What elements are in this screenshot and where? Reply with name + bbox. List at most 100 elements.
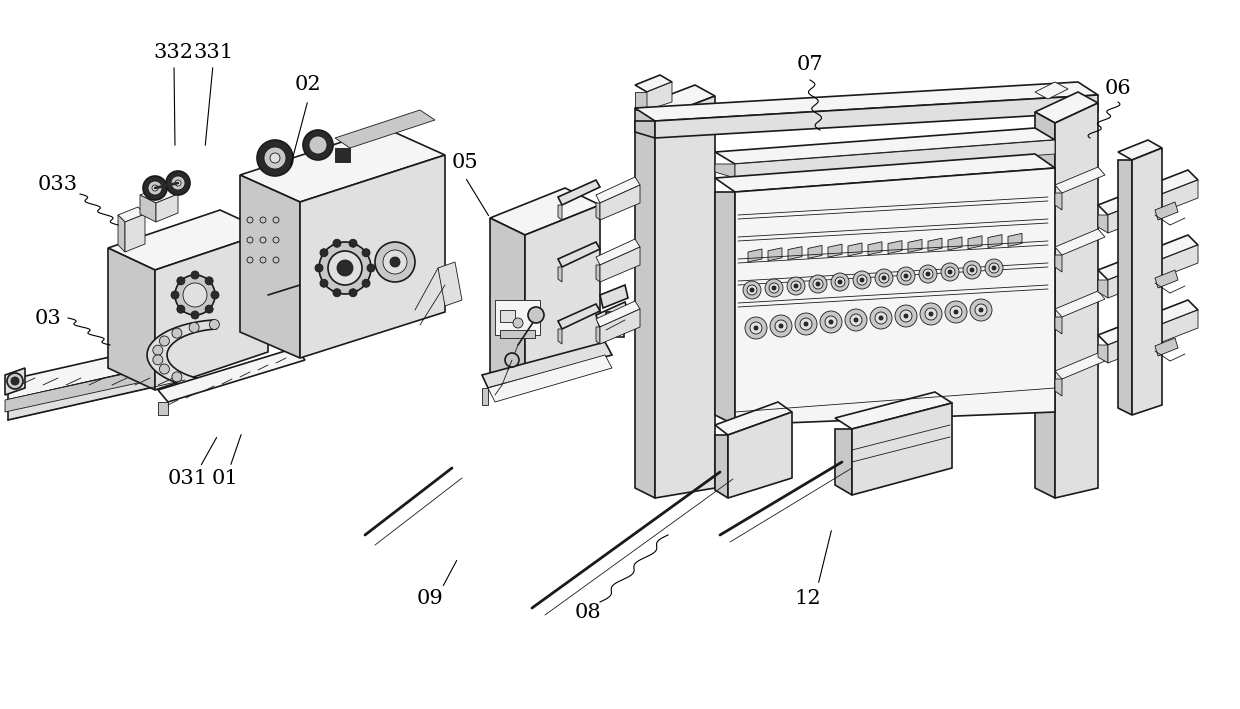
Polygon shape (1109, 310, 1198, 363)
Circle shape (820, 311, 842, 333)
Polygon shape (118, 207, 145, 222)
Polygon shape (715, 435, 728, 498)
Bar (606, 312, 624, 337)
Circle shape (857, 275, 867, 285)
Circle shape (746, 285, 756, 295)
Circle shape (320, 279, 327, 287)
Circle shape (990, 263, 999, 273)
Polygon shape (787, 247, 802, 259)
Circle shape (11, 377, 19, 385)
Circle shape (770, 315, 792, 337)
Circle shape (967, 265, 977, 275)
Polygon shape (157, 348, 305, 402)
Circle shape (765, 279, 782, 297)
Circle shape (854, 318, 858, 322)
Circle shape (348, 239, 357, 247)
Circle shape (160, 336, 170, 346)
Circle shape (148, 181, 162, 195)
Circle shape (813, 279, 823, 289)
Polygon shape (635, 121, 655, 138)
Circle shape (750, 288, 754, 292)
Polygon shape (715, 154, 1055, 192)
Polygon shape (600, 309, 640, 344)
Polygon shape (600, 185, 640, 220)
Circle shape (210, 320, 219, 330)
Polygon shape (735, 140, 1055, 178)
Circle shape (166, 171, 190, 195)
Circle shape (800, 318, 812, 330)
Polygon shape (1132, 148, 1162, 415)
Polygon shape (108, 248, 155, 390)
Circle shape (875, 312, 887, 324)
Circle shape (257, 140, 293, 176)
Circle shape (153, 354, 162, 365)
Polygon shape (728, 412, 792, 498)
Circle shape (211, 291, 219, 299)
Circle shape (334, 239, 341, 247)
Circle shape (879, 316, 883, 320)
Circle shape (362, 279, 370, 287)
Text: 07: 07 (796, 55, 823, 74)
Circle shape (315, 264, 322, 272)
Polygon shape (1055, 255, 1061, 272)
Polygon shape (1097, 345, 1109, 363)
Polygon shape (988, 235, 1002, 247)
Circle shape (175, 275, 215, 315)
Circle shape (808, 275, 827, 293)
Polygon shape (1035, 112, 1055, 498)
Polygon shape (5, 360, 188, 412)
Circle shape (838, 280, 842, 284)
Polygon shape (300, 155, 445, 358)
Polygon shape (715, 192, 735, 425)
Circle shape (795, 313, 817, 335)
Circle shape (247, 257, 253, 263)
Polygon shape (118, 215, 125, 252)
Polygon shape (715, 402, 792, 435)
Polygon shape (148, 320, 216, 386)
Polygon shape (1008, 233, 1022, 247)
Polygon shape (868, 242, 882, 255)
Polygon shape (949, 237, 962, 250)
Polygon shape (1055, 229, 1105, 255)
Polygon shape (1055, 103, 1097, 498)
Circle shape (205, 305, 213, 313)
Circle shape (900, 310, 911, 322)
Circle shape (825, 316, 837, 328)
Polygon shape (1118, 160, 1132, 415)
Text: 332: 332 (153, 43, 193, 62)
Circle shape (897, 267, 915, 285)
Circle shape (875, 269, 893, 287)
Circle shape (929, 312, 932, 316)
Circle shape (963, 261, 981, 279)
Polygon shape (635, 108, 655, 498)
Polygon shape (1097, 170, 1198, 215)
Polygon shape (1154, 338, 1178, 356)
Polygon shape (1035, 82, 1068, 99)
Circle shape (505, 353, 520, 367)
Circle shape (804, 322, 808, 326)
Circle shape (882, 276, 887, 280)
Circle shape (153, 185, 157, 191)
Circle shape (941, 263, 959, 281)
Circle shape (895, 305, 918, 327)
Circle shape (970, 268, 973, 272)
Polygon shape (835, 429, 852, 495)
Polygon shape (852, 403, 952, 495)
Circle shape (320, 249, 327, 257)
Polygon shape (768, 248, 782, 261)
Circle shape (143, 176, 167, 200)
Polygon shape (596, 327, 600, 344)
Polygon shape (558, 242, 600, 267)
Text: 03: 03 (35, 308, 61, 328)
Circle shape (754, 326, 758, 330)
Circle shape (794, 284, 799, 288)
Circle shape (273, 217, 279, 223)
Polygon shape (335, 110, 435, 148)
Circle shape (975, 304, 987, 316)
Polygon shape (647, 82, 672, 110)
Polygon shape (1097, 215, 1109, 233)
Circle shape (172, 328, 182, 338)
Text: 033: 033 (38, 176, 78, 194)
Circle shape (904, 274, 908, 278)
Circle shape (191, 311, 198, 319)
